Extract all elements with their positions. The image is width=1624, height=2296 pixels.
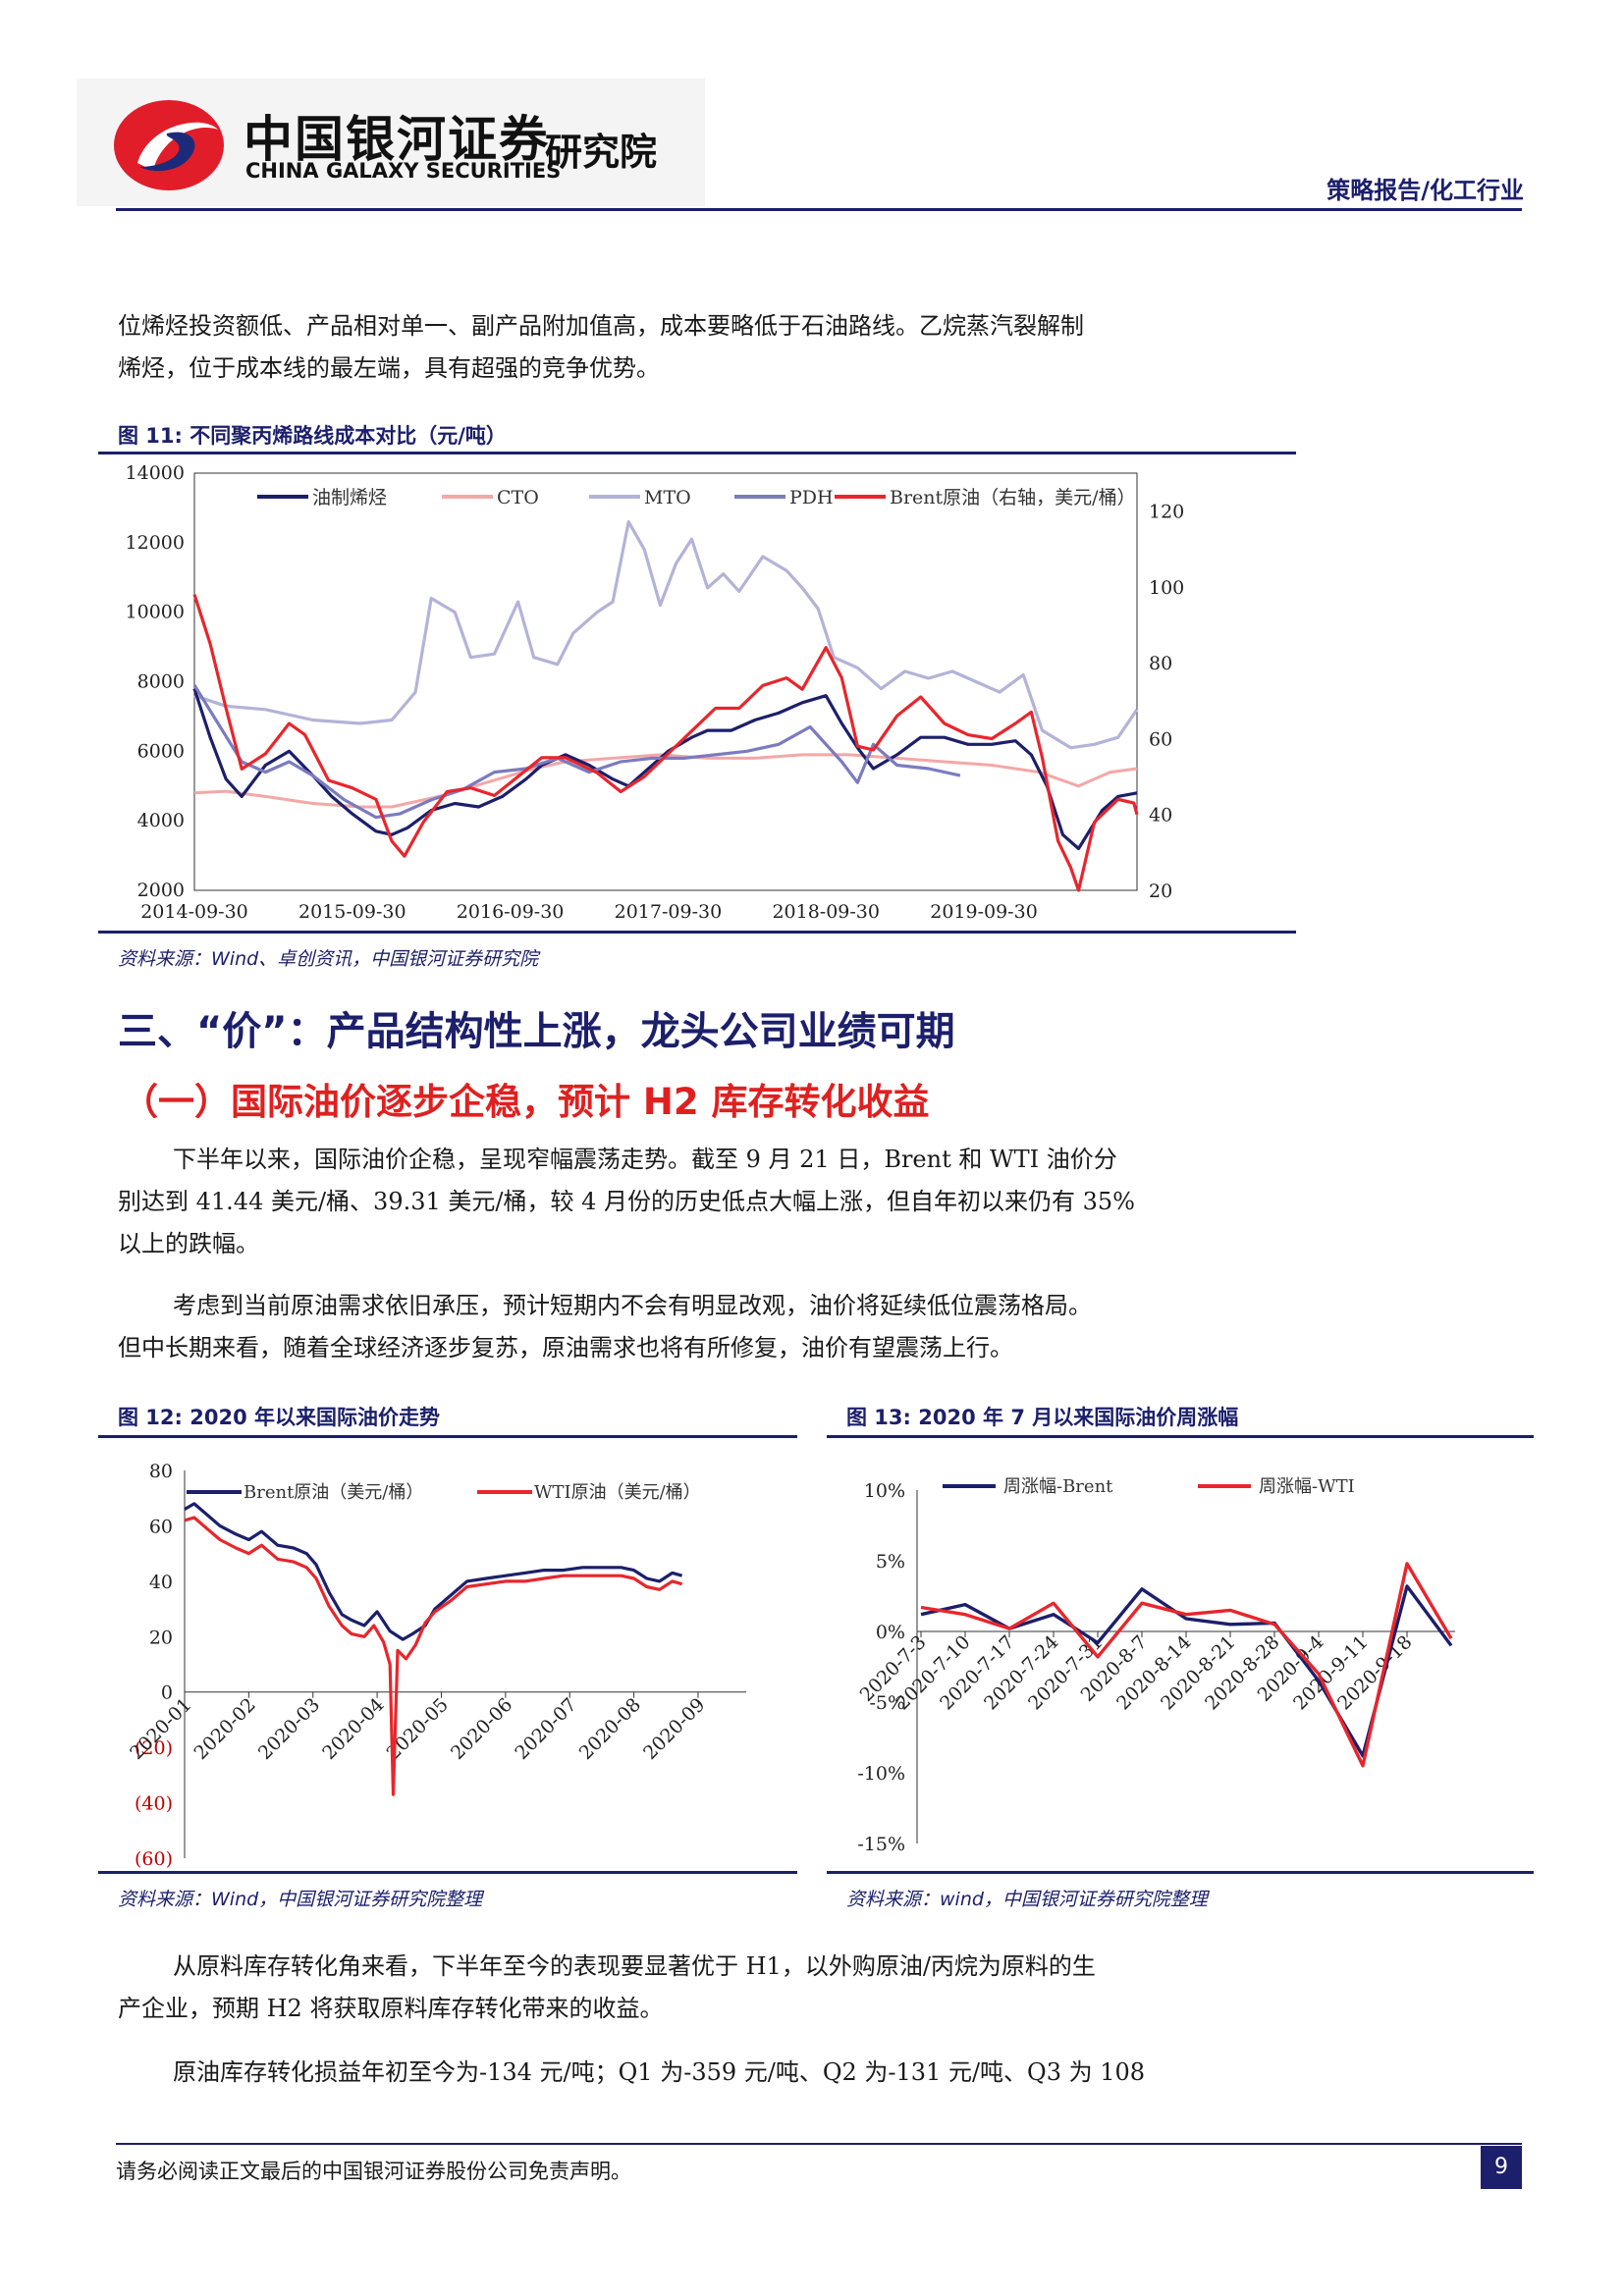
fig13-y-tick: -15% — [857, 1834, 905, 1855]
fig11-x-tick: 2018-09-30 — [772, 901, 880, 923]
fig12-x-tick: 2020-03 — [254, 1694, 324, 1764]
fig11-x-tick: 2014-09-30 — [140, 901, 248, 923]
fig11-left-tick: 8000 — [137, 671, 185, 693]
fig11-legend-label: Brent原油（右轴，美元/桶） — [890, 487, 1136, 508]
para1-line-3: 以上的跌幅。 — [118, 1230, 259, 1257]
fig11-right-tick: 60 — [1149, 728, 1172, 750]
report-tag: 策略报告/化工行业 — [1326, 177, 1524, 204]
fig12-legend-label: WTI原油（美元/桶） — [534, 1482, 701, 1503]
fig11-left-tick: 10000 — [126, 602, 185, 623]
fig13-series-line-1 — [920, 1562, 1453, 1768]
fig12-x-tick: 2020-08 — [575, 1694, 645, 1764]
fig12-y-tick: (40) — [135, 1793, 173, 1815]
fig13-source: 资料来源：wind，中国银河证券研究院整理 — [846, 1889, 1208, 1910]
fig12-y-tick: (20) — [135, 1737, 173, 1759]
fig11-legend-label: MTO — [644, 487, 691, 508]
section-3-heading: 三、“价”：产品结构性上涨，龙头公司业绩可期 — [118, 1009, 955, 1054]
fig11-chart: 14000 12000 10000 8000 6000 4000 2000 120 100 80 6… — [126, 462, 1185, 923]
fig11-legend-label: CTO — [497, 487, 539, 508]
fig12-top-rule — [98, 1435, 797, 1438]
fig11-series-line-3 — [192, 684, 961, 820]
fig12-x-tick: 2020-02 — [190, 1694, 260, 1764]
fig11-legend-label: 油制烯烃 — [312, 487, 387, 508]
fig12-y-tick: (60) — [135, 1848, 173, 1870]
fig12-x-tick: 2020-06 — [447, 1694, 516, 1764]
fig11-x-tick: 2017-09-30 — [615, 901, 723, 923]
fig11-right-tick: 80 — [1149, 653, 1172, 674]
brand-name-cn: 中国银河证券 — [244, 111, 550, 168]
intro-line-1: 位烯烃投资额低、产品相对单一、副产品附加值高，成本要略低于石油路线。乙烷蒸汽裂解… — [118, 312, 1084, 340]
fig11-right-tick: 20 — [1149, 881, 1172, 902]
para1-line-2: 别达到 41.44 美元/桶、39.31 美元/桶，较 4 月份的历史低点大幅上… — [118, 1188, 1135, 1215]
fig11-left-tick: 2000 — [137, 880, 185, 901]
fig13-y-tick: 5% — [876, 1551, 905, 1573]
fig12-y-tick: 0 — [161, 1682, 173, 1704]
fig12-series-line-0 — [184, 1502, 683, 1641]
fig11-left-tick: 14000 — [126, 462, 185, 484]
para2-line-1: 考虑到当前原油需求依旧承压，预计短期内不会有明显改观，油价将延续低位震荡格局。 — [173, 1292, 1092, 1319]
footer-disclaimer: 请务必阅读正文最后的中国银河证券股份公司免责声明。 — [116, 2160, 631, 2183]
institute-label: 研究院 — [545, 131, 658, 174]
fig11-source: 资料来源：Wind、卓创资讯，中国银河证券研究院 — [118, 948, 539, 970]
fig11-right-tick: 40 — [1149, 805, 1172, 827]
fig13-top-rule — [827, 1435, 1534, 1438]
fig11-x-tick: 2019-09-30 — [930, 901, 1038, 923]
fig12-legend-label: Brent原油（美元/桶） — [244, 1482, 423, 1503]
page-number: 9 — [1481, 2146, 1522, 2189]
section-3-1-heading: （一）国际油价逐步企稳，预计 H2 库存转化收益 — [122, 1081, 930, 1123]
fig12-x-tick: 2020-09 — [639, 1694, 709, 1764]
fig12-title: 图 12: 2020 年以来国际油价走势 — [118, 1406, 441, 1429]
fig11-plot-frame — [193, 472, 1138, 891]
fig13-legend-label: 周涨幅-WTI — [1259, 1476, 1355, 1497]
intro-line-2: 烯烃，位于成本线的最左端，具有超强的竞争优势。 — [118, 354, 660, 382]
fig12-source: 资料来源：Wind，中国银河证券研究院整理 — [118, 1889, 483, 1910]
fig11-series-line-2 — [193, 520, 1139, 750]
fig12-y-tick: 60 — [149, 1516, 173, 1537]
fig13-chart: 10%5%0%-5%-10%-15%2020-7-32020-7-102020-… — [856, 1476, 1455, 1855]
fig11-right-tick: 120 — [1149, 502, 1184, 523]
galaxy-logo-icon — [114, 100, 224, 190]
fig13-y-tick: -5% — [869, 1692, 905, 1714]
fig12-chart: 806040200(20)(40)(60)2020-012020-022020-… — [126, 1461, 746, 1870]
fig13-bottom-rule — [827, 1871, 1534, 1874]
fig13-y-tick: 0% — [876, 1622, 905, 1643]
fig11-top-rule — [98, 452, 1296, 454]
fig11-series-line-4 — [192, 594, 1139, 892]
fig11-right-tick: 100 — [1149, 577, 1184, 599]
fig13-title: 图 13: 2020 年 7 月以来国际油价周涨幅 — [846, 1406, 1239, 1429]
para3-line-2: 产企业，预期 H2 将获取原料库存转化带来的收益。 — [118, 1995, 664, 2022]
fig11-left-tick: 12000 — [126, 532, 185, 554]
fig11-x-tick: 2015-09-30 — [298, 901, 406, 923]
fig11-title: 图 11: 不同聚丙烯路线成本对比（元/吨） — [118, 424, 507, 448]
fig12-x-tick: 2020-07 — [511, 1694, 580, 1764]
fig12-x-tick: 2020-04 — [318, 1694, 388, 1764]
fig13-legend-label: 周涨幅-Brent — [1003, 1476, 1113, 1497]
fig12-series-line-1 — [184, 1516, 683, 1796]
fig11-legend-label: PDH — [789, 487, 834, 508]
header-divider — [116, 208, 1522, 211]
fig12-y-tick: 20 — [149, 1627, 173, 1648]
fig12-bottom-rule — [98, 1871, 797, 1874]
para3-line-1: 从原料库存转化角来看，下半年至今的表现要显著优于 H1，以外购原油/丙烷为原料的… — [173, 1952, 1096, 1980]
footer-divider — [116, 2143, 1522, 2145]
para4-line-1: 原油库存转化损益年初至今为-134 元/吨；Q1 为-359 元/吨、Q2 为-… — [173, 2058, 1146, 2086]
fig13-y-tick: 10% — [864, 1480, 905, 1502]
fig11-left-tick: 6000 — [137, 740, 185, 762]
fig12-y-tick: 40 — [149, 1572, 173, 1593]
fig11-bottom-rule — [98, 931, 1296, 934]
fig11-x-tick: 2016-09-30 — [457, 901, 565, 923]
fig11-series-line-0 — [192, 688, 1138, 851]
para2-line-2: 但中长期来看，随着全球经济逐步复苏，原油需求也将有所修复，油价有望震荡上行。 — [118, 1334, 1013, 1362]
brand-name-en: CHINA GALAXY SECURITIES — [245, 159, 562, 183]
fig13-y-tick: -10% — [857, 1763, 905, 1785]
fig11-left-tick: 4000 — [137, 810, 185, 831]
para1-line-1: 下半年以来，国际油价企稳，呈现窄幅震荡走势。截至 9 月 21 日，Brent … — [173, 1146, 1117, 1173]
fig12-y-tick: 80 — [149, 1461, 173, 1482]
